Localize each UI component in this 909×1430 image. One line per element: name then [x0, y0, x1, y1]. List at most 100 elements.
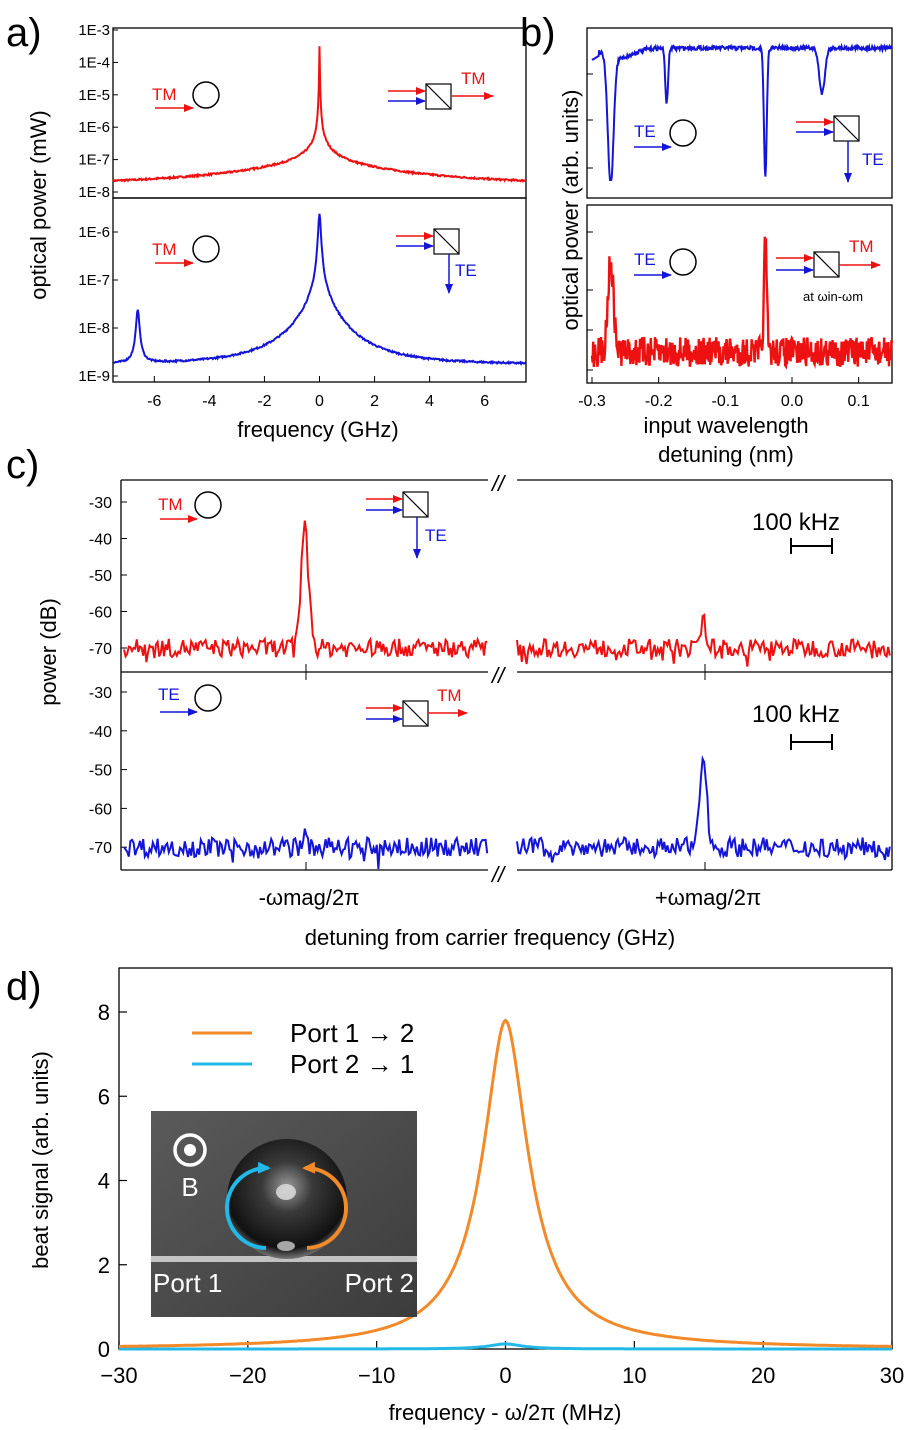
- legend-label-port2-1: Port 2 → 1: [290, 1049, 414, 1079]
- y-tick-label: -30: [89, 495, 112, 512]
- photo-label-b: B: [181, 1172, 198, 1202]
- axis-tick-c-left: -ωmag/2π: [259, 885, 360, 910]
- x-tick-label: 0: [315, 393, 324, 410]
- series-d-port1-2-line: [119, 1018, 892, 1348]
- y-tick-label: 1E-4: [78, 54, 110, 71]
- axis-label-c-y: power (dB): [36, 598, 61, 706]
- y-tick-label: 1E-6: [78, 119, 110, 136]
- axis-label-d-y: beat signal (arb. units): [28, 1051, 53, 1269]
- axis-label-b-x-1: input wavelength: [643, 413, 808, 438]
- panel-a-bottom-frame: [112, 197, 527, 383]
- circulation-arrow-cyan: [225, 1161, 271, 1250]
- sphere-highlight: [276, 1184, 296, 1200]
- inset-b-bottom-note: at ωin-ωm: [803, 289, 863, 304]
- polarizer-diagonal: [402, 491, 429, 518]
- y-tick-label: 1E-3: [78, 22, 110, 39]
- polarizer-diagonal: [433, 228, 460, 255]
- resonator-circle-icon: [194, 684, 222, 712]
- y-tick-label: 1E-8: [78, 184, 110, 201]
- panel-b-top-frame: [586, 27, 893, 199]
- x-tick-label: -4: [202, 393, 216, 410]
- series-c-bottom-right-line: [516, 754, 891, 863]
- polarizer-diagonal: [833, 115, 860, 142]
- y-tick-label: -70: [89, 641, 112, 658]
- panel-letter-c: c): [6, 443, 39, 487]
- panel-c: c) -30 -30 -40 -40 -50 -50 -60 -60 -70 -70 power …: [6, 443, 893, 950]
- x-tick-label: 0.0: [781, 393, 803, 410]
- y-tick-label: 2: [98, 1253, 110, 1278]
- inset-a-bottom-right-label: TE: [455, 261, 477, 280]
- axis-tick-c-right: +ωmag/2π: [655, 885, 761, 910]
- axis-label-b-x-2: detuning (nm): [658, 442, 794, 467]
- photo-label-port1: Port 1: [153, 1268, 222, 1298]
- x-tick-label: -2: [257, 393, 271, 410]
- inset-b-top-left-label: TE: [634, 122, 656, 141]
- polarizer-diagonal: [425, 83, 452, 110]
- axis-label-b-y: optical power (arb. units): [558, 90, 583, 331]
- y-tick-label: 4: [98, 1169, 110, 1194]
- resonator-circle-icon: [669, 248, 697, 276]
- x-tick-label: −30: [100, 1363, 137, 1388]
- panel-b-bottom-frame: [586, 204, 893, 384]
- panel-a: a) 1E-3 1E-4 1E-5 1E-6 1E-7 1E-8 1E-6 1E-7 1E-8…: [6, 11, 527, 442]
- y-tick-label: 1E-9: [78, 368, 110, 385]
- y-tick-label: -60: [89, 605, 112, 622]
- inset-c-top-left-label: TM: [158, 495, 183, 514]
- y-tick-label: 8: [98, 1000, 110, 1025]
- y-tick-label: -30: [89, 685, 112, 702]
- x-tick-label: 30: [880, 1363, 904, 1388]
- x-tick-label: 4: [425, 393, 434, 410]
- axis-label-a-x: frequency (GHz): [237, 417, 398, 442]
- circulation-arrow-orange: [302, 1161, 348, 1250]
- x-tick-label: 0.1: [848, 393, 870, 410]
- panel-letter-a: a): [6, 11, 42, 55]
- series-d-port2-1-line: [119, 1342, 892, 1351]
- series-b-bottom-line: [590, 236, 894, 370]
- series-a-top-line: [112, 46, 527, 183]
- y-tick-label: -40: [89, 724, 112, 741]
- x-tick-label: 0: [499, 1363, 511, 1388]
- axis-label-c-x: detuning from carrier frequency (GHz): [305, 925, 675, 950]
- x-tick-label: 6: [480, 393, 489, 410]
- y-tick-label: 6: [98, 1084, 110, 1109]
- panel-d: d) 0 2 4 6 8 −30 −20 −10 0 10 20 30 beat signal (ar…: [6, 965, 904, 1425]
- panel-b: b) -0.3 -0.2 -0.1 0.0 0.1 optical power (arb…: [520, 11, 894, 467]
- y-tick-label: 1E-8: [78, 320, 110, 337]
- legend: Port 1 → 2 Port 2 → 1: [192, 1018, 414, 1079]
- x-tick-label: -0.1: [712, 393, 740, 410]
- y-tick-label: -50: [89, 568, 112, 585]
- axis-break-mark: //: [490, 471, 506, 496]
- resonator-circle-icon: [669, 119, 697, 147]
- y-tick-label: 1E-6: [78, 224, 110, 241]
- inset-c-top-right-label: TE: [425, 526, 447, 545]
- inset-a-top-right-label: TM: [461, 69, 486, 88]
- inset-c-bottom-left-label: TE: [158, 685, 180, 704]
- inset-a-top-left-label: TM: [152, 85, 177, 104]
- resonator-circle-icon: [192, 235, 220, 263]
- x-tick-label: −10: [358, 1363, 395, 1388]
- polarizer-diagonal: [402, 700, 429, 727]
- y-tick-label: 1E-7: [78, 152, 110, 169]
- magnetic-field-out-of-page-icon: [173, 1133, 207, 1167]
- axis-break-mark: //: [490, 862, 506, 887]
- series-b-top-line: [591, 42, 893, 181]
- legend-label-port1-2: Port 1 → 2: [290, 1018, 414, 1048]
- magnetic-field-dot: [184, 1144, 196, 1156]
- x-tick-label: −20: [229, 1363, 266, 1388]
- inset-a-bottom-left-label: TM: [152, 240, 177, 259]
- series-c-bottom-left-line: [123, 828, 489, 869]
- x-tick-label: 10: [622, 1363, 646, 1388]
- waveguide: [151, 1256, 417, 1262]
- inset-b-top-right-label: TE: [862, 150, 884, 169]
- series-a-bottom-line: [112, 213, 527, 366]
- x-tick-label: -6: [147, 393, 161, 410]
- scale-bar: [790, 538, 833, 554]
- x-tick-label: -0.3: [578, 393, 606, 410]
- axis-break-mark: //: [490, 663, 506, 688]
- inset-b-bottom-right-label: TM: [849, 237, 874, 256]
- scale-bar-label: 100 kHz: [752, 509, 840, 536]
- y-tick-label: 0: [98, 1337, 110, 1362]
- polarizer-diagonal: [813, 251, 840, 278]
- y-tick-label: 1E-5: [78, 87, 110, 104]
- scale-bar: [790, 734, 833, 750]
